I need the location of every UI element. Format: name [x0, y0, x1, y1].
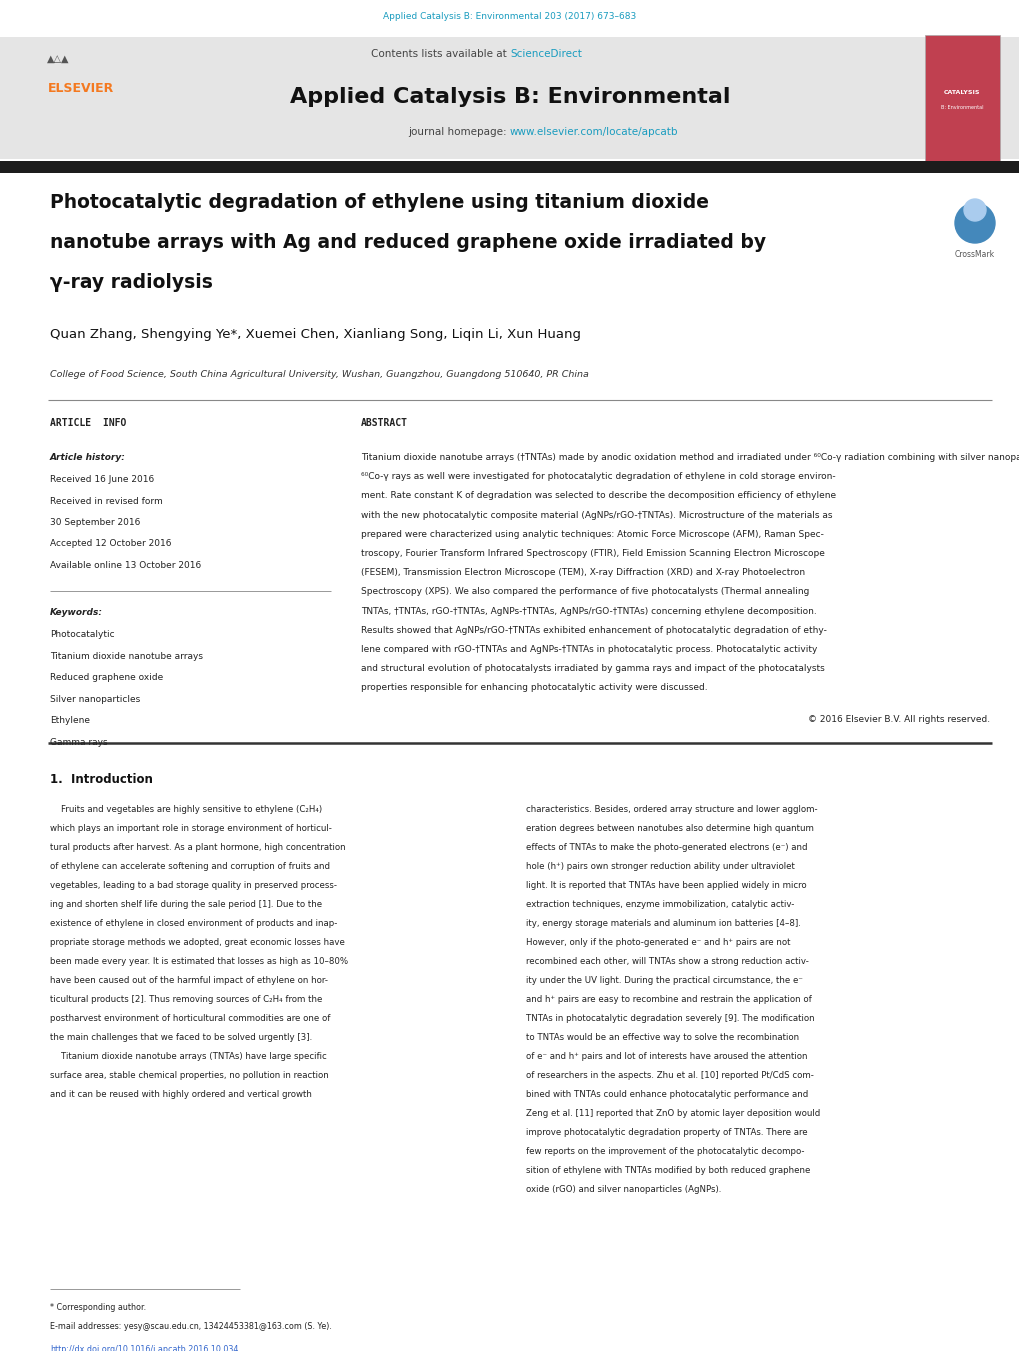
Text: Ethylene: Ethylene [50, 716, 90, 725]
Text: 1.  Introduction: 1. Introduction [50, 773, 153, 785]
Text: effects of TNTAs to make the photo-generated electrons (e⁻) and: effects of TNTAs to make the photo-gener… [526, 843, 807, 851]
Text: have been caused out of the harmful impact of ethylene on hor-: have been caused out of the harmful impa… [50, 975, 328, 985]
Bar [924, 35, 999, 161]
Text: (FESEM), Transmission Electron Microscope (TEM), X-ray Diffraction (XRD) and X-r: (FESEM), Transmission Electron Microscop… [361, 569, 804, 577]
Circle shape [954, 203, 994, 243]
Text: which plays an important role in storage environment of horticul-: which plays an important role in storage… [50, 824, 331, 832]
Text: to TNTAs would be an effective way to solve the recombination: to TNTAs would be an effective way to so… [526, 1032, 799, 1042]
Text: Zeng et al. [11] reported that ZnO by atomic layer deposition would: Zeng et al. [11] reported that ZnO by at… [526, 1109, 820, 1117]
Text: Received 16 June 2016: Received 16 June 2016 [50, 476, 154, 484]
Text: Keywords:: Keywords: [50, 608, 103, 617]
Text: TNTAs in photocatalytic degradation severely [9]. The modification: TNTAs in photocatalytic degradation seve… [526, 1013, 814, 1023]
Text: existence of ethylene in closed environment of products and inap-: existence of ethylene in closed environm… [50, 919, 337, 928]
Text: ⁶⁰Co-γ rays as well were investigated for photocatalytic degradation of ethylene: ⁶⁰Co-γ rays as well were investigated fo… [361, 473, 835, 481]
Text: troscopy, Fourier Transform Infrared Spectroscopy (FTIR), Field Emission Scannin: troscopy, Fourier Transform Infrared Spe… [361, 549, 824, 558]
Text: College of Food Science, South China Agricultural University, Wushan, Guangzhou,: College of Food Science, South China Agr… [50, 370, 588, 380]
Text: improve photocatalytic degradation property of TNTAs. There are: improve photocatalytic degradation prope… [526, 1128, 807, 1136]
Text: characteristics. Besides, ordered array structure and lower agglom-: characteristics. Besides, ordered array … [526, 805, 817, 813]
Text: ment. Rate constant K of degradation was selected to describe the decomposition : ment. Rate constant K of degradation was… [361, 492, 836, 500]
Text: However, only if the photo-generated e⁻ and h⁺ pairs are not: However, only if the photo-generated e⁻ … [526, 938, 790, 947]
Text: sition of ethylene with TNTAs modified by both reduced graphene: sition of ethylene with TNTAs modified b… [526, 1166, 810, 1174]
Text: Fruits and vegetables are highly sensitive to ethylene (C₂H₄): Fruits and vegetables are highly sensiti… [50, 805, 322, 813]
Text: lene compared with rGO-†TNTAs and AgNPs-†TNTAs in photocatalytic process. Photoc: lene compared with rGO-†TNTAs and AgNPs-… [361, 644, 816, 654]
Text: TNTAs, †TNTAs, rGO-†TNTAs, AgNPs-†TNTAs, AgNPs/rGO-†TNTAs) concerning ethylene d: TNTAs, †TNTAs, rGO-†TNTAs, AgNPs-†TNTAs,… [361, 607, 816, 616]
Text: www.elsevier.com/locate/apcatb: www.elsevier.com/locate/apcatb [510, 127, 678, 136]
Text: http://dx.doi.org/10.1016/j.apcatb.2016.10.034: http://dx.doi.org/10.1016/j.apcatb.2016.… [50, 1346, 238, 1351]
Text: and structural evolution of photocatalysts irradiated by gamma rays and impact o: and structural evolution of photocatalys… [361, 665, 824, 673]
Text: of e⁻ and h⁺ pairs and lot of interests have aroused the attention: of e⁻ and h⁺ pairs and lot of interests … [526, 1051, 807, 1061]
Text: eration degrees between nanotubes also determine high quantum: eration degrees between nanotubes also d… [526, 824, 813, 832]
Text: postharvest environment of horticultural commodities are one of: postharvest environment of horticultural… [50, 1013, 330, 1023]
Text: of researchers in the aspects. Zhu et al. [10] reported Pt/CdS com-: of researchers in the aspects. Zhu et al… [526, 1070, 813, 1079]
Bar [0, 161, 1019, 173]
Text: Reduced graphene oxide: Reduced graphene oxide [50, 674, 163, 682]
Text: © 2016 Elsevier B.V. All rights reserved.: © 2016 Elsevier B.V. All rights reserved… [807, 715, 989, 724]
Text: ticultural products [2]. Thus removing sources of C₂H₄ from the: ticultural products [2]. Thus removing s… [50, 994, 322, 1004]
Text: 30 September 2016: 30 September 2016 [50, 517, 141, 527]
Text: nanotube arrays with Ag and reduced graphene oxide irradiated by: nanotube arrays with Ag and reduced grap… [50, 232, 765, 253]
Text: B: Environmental: B: Environmental [941, 105, 982, 111]
Text: been made every year. It is estimated that losses as high as 10–80%: been made every year. It is estimated th… [50, 957, 347, 966]
Text: ABSTRACT: ABSTRACT [361, 417, 408, 428]
Text: bined with TNTAs could enhance photocatalytic performance and: bined with TNTAs could enhance photocata… [526, 1090, 808, 1098]
Text: E-mail addresses: yesy@scau.edu.cn, 13424453381@163.com (S. Ye).: E-mail addresses: yesy@scau.edu.cn, 1342… [50, 1323, 331, 1331]
Text: Titanium dioxide nanotube arrays (TNTAs) have large specific: Titanium dioxide nanotube arrays (TNTAs)… [50, 1051, 326, 1061]
Text: propriate storage methods we adopted, great economic losses have: propriate storage methods we adopted, gr… [50, 938, 344, 947]
Text: Quan Zhang, Shengying Ye*, Xuemei Chen, Xianliang Song, Liqin Li, Xun Huang: Quan Zhang, Shengying Ye*, Xuemei Chen, … [50, 328, 581, 340]
Text: ity, energy storage materials and aluminum ion batteries [4–8].: ity, energy storage materials and alumin… [526, 919, 801, 928]
Text: Received in revised form: Received in revised form [50, 497, 163, 505]
Text: CrossMark: CrossMark [954, 250, 995, 259]
Text: Contents lists available at: Contents lists available at [371, 49, 510, 59]
Text: oxide (rGO) and silver nanoparticles (AgNPs).: oxide (rGO) and silver nanoparticles (Ag… [526, 1185, 721, 1193]
Text: Photocatalytic: Photocatalytic [50, 631, 114, 639]
Text: tural products after harvest. As a plant hormone, high concentration: tural products after harvest. As a plant… [50, 843, 345, 851]
Text: light. It is reported that TNTAs have been applied widely in micro: light. It is reported that TNTAs have be… [526, 881, 806, 889]
Text: recombined each other, will TNTAs show a strong reduction activ-: recombined each other, will TNTAs show a… [526, 957, 808, 966]
Text: ing and shorten shelf life during the sale period [1]. Due to the: ing and shorten shelf life during the sa… [50, 900, 322, 909]
Text: CATALYSIS: CATALYSIS [944, 91, 980, 96]
Text: ▲△▲: ▲△▲ [47, 55, 69, 65]
Text: Titanium dioxide nanotube arrays: Titanium dioxide nanotube arrays [50, 653, 203, 661]
Text: ARTICLE  INFO: ARTICLE INFO [50, 417, 126, 428]
Text: Titanium dioxide nanotube arrays (†TNTAs) made by anodic oxidation method and ir: Titanium dioxide nanotube arrays (†TNTAs… [361, 453, 1019, 462]
Text: Article history:: Article history: [50, 453, 125, 462]
Bar [0, 36, 1019, 159]
Text: prepared were characterized using analytic techniques: Atomic Force Microscope (: prepared were characterized using analyt… [361, 530, 823, 539]
Text: Applied Catalysis B: Environmental: Applied Catalysis B: Environmental [289, 86, 730, 107]
Text: hole (h⁺) pairs own stronger reduction ability under ultraviolet: hole (h⁺) pairs own stronger reduction a… [526, 862, 795, 870]
Text: Spectroscopy (XPS). We also compared the performance of five photocatalysts (The: Spectroscopy (XPS). We also compared the… [361, 588, 809, 596]
Text: Silver nanoparticles: Silver nanoparticles [50, 694, 141, 704]
Text: surface area, stable chemical properties, no pollution in reaction: surface area, stable chemical properties… [50, 1070, 328, 1079]
Text: γ-ray radiolysis: γ-ray radiolysis [50, 273, 213, 292]
Text: extraction techniques, enzyme immobilization, catalytic activ-: extraction techniques, enzyme immobiliza… [526, 900, 794, 909]
Text: properties responsible for enhancing photocatalytic activity were discussed.: properties responsible for enhancing pho… [361, 684, 707, 693]
Text: Applied Catalysis B: Environmental 203 (2017) 673–683: Applied Catalysis B: Environmental 203 (… [383, 12, 636, 22]
Text: Accepted 12 October 2016: Accepted 12 October 2016 [50, 539, 171, 549]
Text: Photocatalytic degradation of ethylene using titanium dioxide: Photocatalytic degradation of ethylene u… [50, 193, 708, 212]
Circle shape [963, 199, 985, 222]
Text: the main challenges that we faced to be solved urgently [3].: the main challenges that we faced to be … [50, 1032, 312, 1042]
Text: * Corresponding author.: * Corresponding author. [50, 1302, 146, 1312]
Text: Available online 13 October 2016: Available online 13 October 2016 [50, 561, 201, 570]
Text: ity under the UV light. During the practical circumstance, the e⁻: ity under the UV light. During the pract… [526, 975, 803, 985]
Text: and it can be reused with highly ordered and vertical growth: and it can be reused with highly ordered… [50, 1090, 312, 1098]
Text: Results showed that AgNPs/rGO-†TNTAs exhibited enhancement of photocatalytic deg: Results showed that AgNPs/rGO-†TNTAs exh… [361, 626, 826, 635]
Text: Gamma rays: Gamma rays [50, 738, 108, 747]
Text: ELSEVIER: ELSEVIER [48, 81, 114, 95]
Text: vegetables, leading to a bad storage quality in preserved process-: vegetables, leading to a bad storage qua… [50, 881, 336, 889]
Text: of ethylene can accelerate softening and corruption of fruits and: of ethylene can accelerate softening and… [50, 862, 330, 870]
Text: few reports on the improvement of the photocatalytic decompo-: few reports on the improvement of the ph… [526, 1147, 804, 1155]
Text: journal homepage:: journal homepage: [408, 127, 510, 136]
Text: ScienceDirect: ScienceDirect [510, 49, 581, 59]
Text: and h⁺ pairs are easy to recombine and restrain the application of: and h⁺ pairs are easy to recombine and r… [526, 994, 811, 1004]
Text: with the new photocatalytic composite material (AgNPs/rGO-†TNTAs). Microstructur: with the new photocatalytic composite ma… [361, 511, 832, 520]
